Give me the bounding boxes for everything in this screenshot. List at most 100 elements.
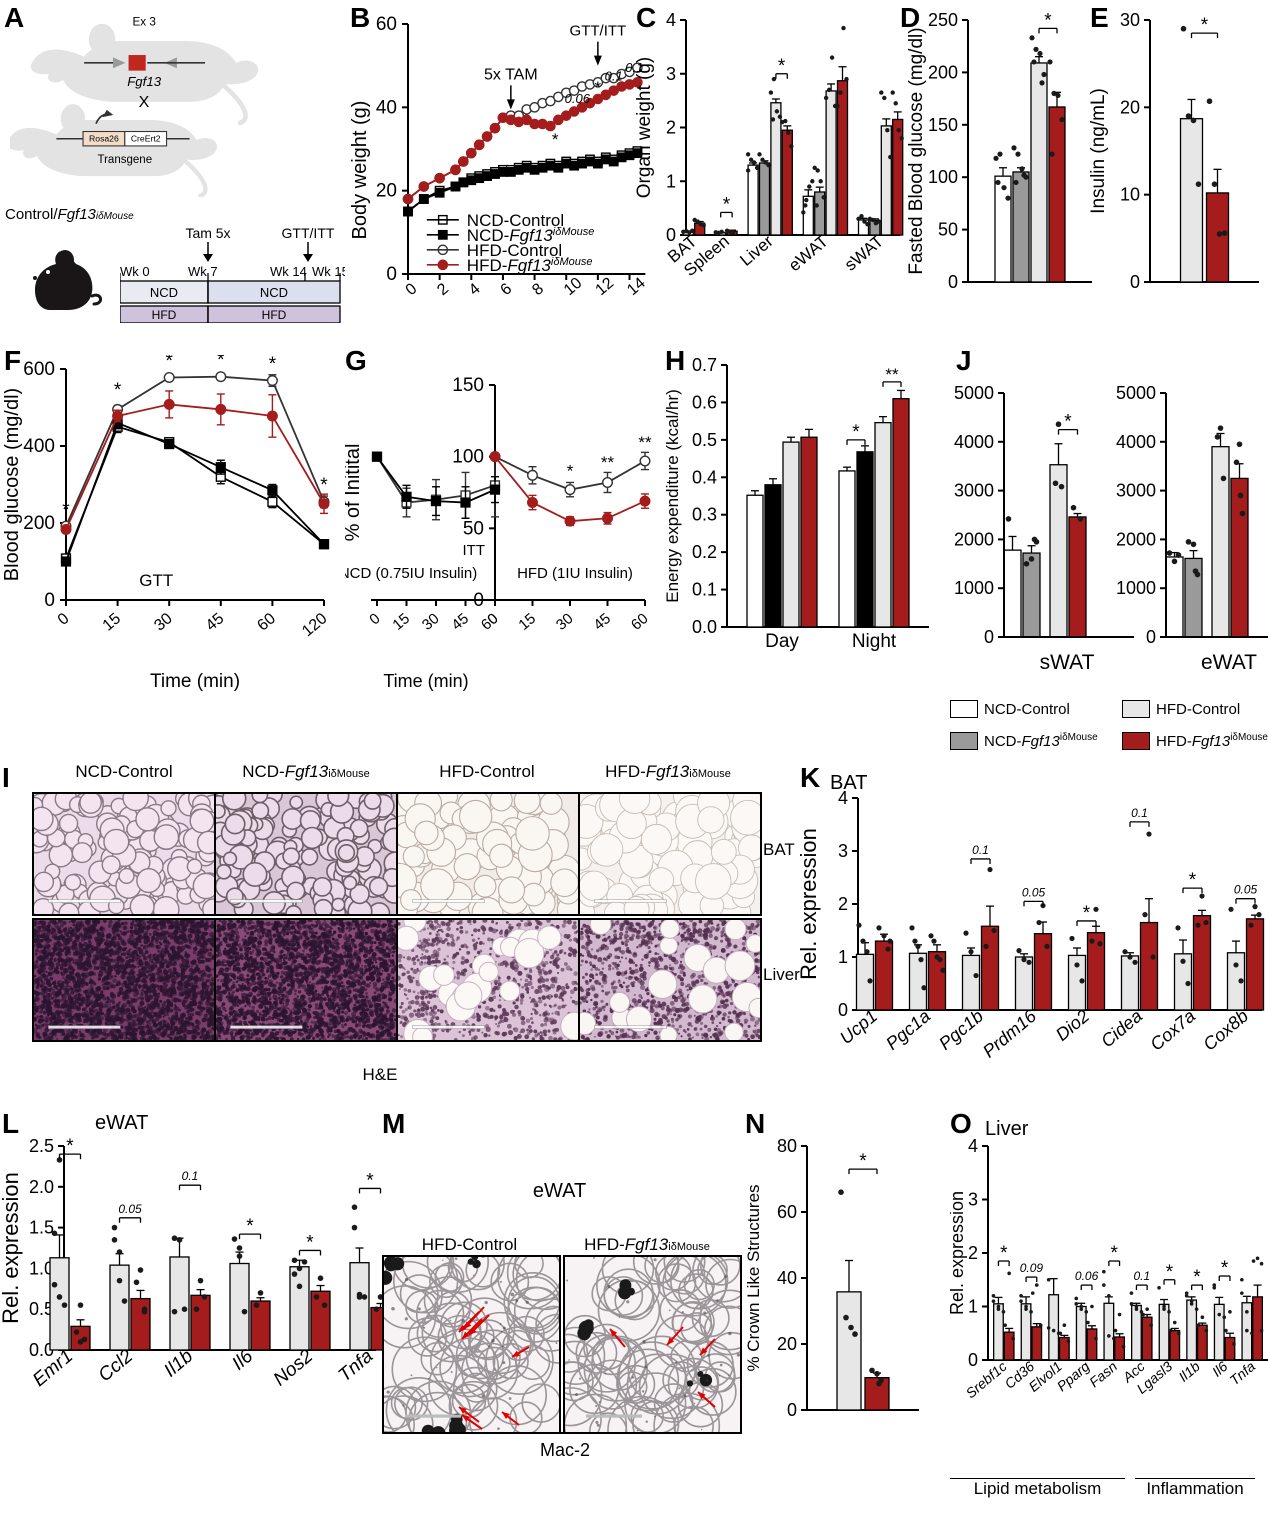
svg-text:40: 40 bbox=[376, 97, 397, 118]
svg-text:Night: Night bbox=[852, 631, 897, 652]
svg-text:0.6: 0.6 bbox=[692, 392, 717, 412]
svg-text:15: 15 bbox=[515, 610, 539, 634]
svg-text:Liver: Liver bbox=[736, 231, 777, 269]
svg-text:0: 0 bbox=[1146, 627, 1156, 647]
svg-text:Tam 5x: Tam 5x bbox=[185, 228, 230, 241]
svg-text:*: * bbox=[552, 130, 559, 149]
svg-text:150: 150 bbox=[452, 375, 484, 396]
svg-text:5000: 5000 bbox=[1116, 383, 1156, 403]
svg-text:0.7: 0.7 bbox=[692, 355, 717, 375]
svg-text:0.4: 0.4 bbox=[692, 467, 717, 487]
svg-text:0.2: 0.2 bbox=[692, 542, 717, 562]
svg-text:sWAT: sWAT bbox=[841, 232, 887, 275]
svg-text:*: * bbox=[778, 56, 786, 77]
svg-text:4000: 4000 bbox=[1116, 432, 1156, 452]
svg-text:HFD (1IU Insulin): HFD (1IU Insulin) bbox=[517, 565, 633, 582]
svg-text:45: 45 bbox=[448, 610, 472, 634]
svg-text:5000: 5000 bbox=[954, 383, 994, 403]
svg-text:50: 50 bbox=[463, 518, 484, 539]
svg-text:**: ** bbox=[638, 433, 652, 452]
svg-text:1000: 1000 bbox=[954, 578, 994, 598]
svg-text:Insulin (ng/mL): Insulin (ng/mL) bbox=[1090, 88, 1109, 214]
svg-text:0: 0 bbox=[948, 272, 958, 292]
svg-text:8: 8 bbox=[529, 280, 547, 299]
svg-text:0: 0 bbox=[44, 590, 55, 611]
svg-text:Organ weight (g): Organ weight (g) bbox=[636, 57, 655, 199]
svg-text:*: * bbox=[723, 194, 731, 215]
svg-text:Fgf13: Fgf13 bbox=[127, 74, 162, 89]
svg-text:600: 600 bbox=[23, 359, 55, 380]
svg-text:Body weight (g): Body weight (g) bbox=[350, 101, 371, 240]
svg-text:0: 0 bbox=[473, 590, 484, 611]
svg-text:10: 10 bbox=[1120, 185, 1140, 205]
svg-text:6: 6 bbox=[498, 280, 516, 299]
svg-text:*: * bbox=[320, 475, 328, 496]
svg-text:NCD (0.75IU Insulin): NCD (0.75IU Insulin) bbox=[345, 565, 477, 582]
svg-text:3: 3 bbox=[666, 64, 676, 84]
svg-text:X: X bbox=[139, 94, 150, 111]
svg-text:5x TAM: 5x TAM bbox=[484, 66, 538, 83]
svg-text:GTT: GTT bbox=[139, 571, 173, 590]
svg-text:0.3: 0.3 bbox=[692, 505, 717, 525]
svg-text:4000: 4000 bbox=[954, 432, 994, 452]
svg-text:HFD: HFD bbox=[152, 308, 177, 322]
svg-text:150: 150 bbox=[928, 115, 958, 135]
svg-text:30: 30 bbox=[553, 610, 577, 634]
svg-text:100: 100 bbox=[452, 447, 484, 468]
svg-text:2: 2 bbox=[666, 118, 676, 138]
svg-text:0: 0 bbox=[386, 264, 397, 285]
svg-text:*: * bbox=[1044, 10, 1052, 31]
svg-text:0.5: 0.5 bbox=[692, 430, 717, 450]
svg-text:120: 120 bbox=[299, 610, 330, 640]
svg-text:Day: Day bbox=[765, 631, 799, 652]
svg-text:1000: 1000 bbox=[1116, 578, 1156, 598]
svg-text:eWAT: eWAT bbox=[785, 232, 832, 276]
svg-text:4: 4 bbox=[666, 10, 676, 30]
svg-text:0: 0 bbox=[55, 610, 73, 629]
svg-text:Wk 14: Wk 14 bbox=[270, 264, 307, 279]
svg-text:Wk 7: Wk 7 bbox=[188, 264, 218, 279]
svg-text:3000: 3000 bbox=[1116, 481, 1156, 501]
svg-text:60: 60 bbox=[254, 610, 279, 635]
svg-text:Energy expenditure (kcal/hr): Energy expenditure (kcal/hr) bbox=[665, 389, 682, 603]
svg-text:15: 15 bbox=[100, 610, 125, 635]
svg-text:GTT/ITT: GTT/ITT bbox=[282, 228, 335, 241]
svg-text:*: * bbox=[567, 462, 574, 481]
svg-text:*: * bbox=[165, 355, 173, 372]
svg-text:0: 0 bbox=[366, 610, 383, 628]
svg-text:12: 12 bbox=[593, 275, 618, 300]
svg-text:0.1: 0.1 bbox=[692, 580, 717, 600]
svg-text:30: 30 bbox=[1120, 10, 1140, 30]
svg-text:1: 1 bbox=[666, 171, 676, 191]
svg-text:NCD: NCD bbox=[150, 285, 178, 300]
svg-text:15: 15 bbox=[389, 610, 413, 634]
svg-text:*: * bbox=[1201, 15, 1209, 36]
svg-text:**: ** bbox=[885, 365, 899, 384]
svg-text:20: 20 bbox=[1120, 97, 1140, 117]
svg-text:200: 200 bbox=[928, 62, 958, 82]
svg-text:**: ** bbox=[601, 453, 615, 472]
svg-text:*: * bbox=[852, 422, 860, 443]
svg-text:4: 4 bbox=[466, 280, 484, 299]
svg-text:2000: 2000 bbox=[1116, 529, 1156, 549]
svg-text:2: 2 bbox=[434, 280, 452, 299]
svg-text:50: 50 bbox=[938, 220, 958, 240]
svg-text:0.06: 0.06 bbox=[565, 91, 591, 106]
svg-text:60: 60 bbox=[628, 610, 652, 634]
svg-text:45: 45 bbox=[203, 610, 228, 635]
svg-text:Wk 0: Wk 0 bbox=[120, 264, 150, 279]
svg-text:HFD: HFD bbox=[262, 308, 287, 322]
svg-text:20: 20 bbox=[376, 181, 397, 202]
svg-text:*: * bbox=[269, 355, 277, 375]
svg-text:Time (min): Time (min) bbox=[150, 671, 240, 692]
svg-text:0.1: 0.1 bbox=[605, 68, 623, 83]
svg-text:30: 30 bbox=[419, 610, 443, 634]
svg-text:Blood glucose (mg/dl): Blood glucose (mg/dl) bbox=[4, 388, 23, 581]
svg-text:HFD-Fgf13iδMouse: HFD-Fgf13iδMouse bbox=[467, 256, 593, 275]
svg-text:0: 0 bbox=[984, 627, 994, 647]
svg-text:eWAT: eWAT bbox=[1201, 651, 1257, 674]
svg-text:ITT: ITT bbox=[463, 542, 486, 559]
svg-text:% of Initital: % of Initital bbox=[345, 444, 364, 542]
svg-text:NCD: NCD bbox=[260, 285, 288, 300]
svg-text:0: 0 bbox=[403, 280, 421, 299]
